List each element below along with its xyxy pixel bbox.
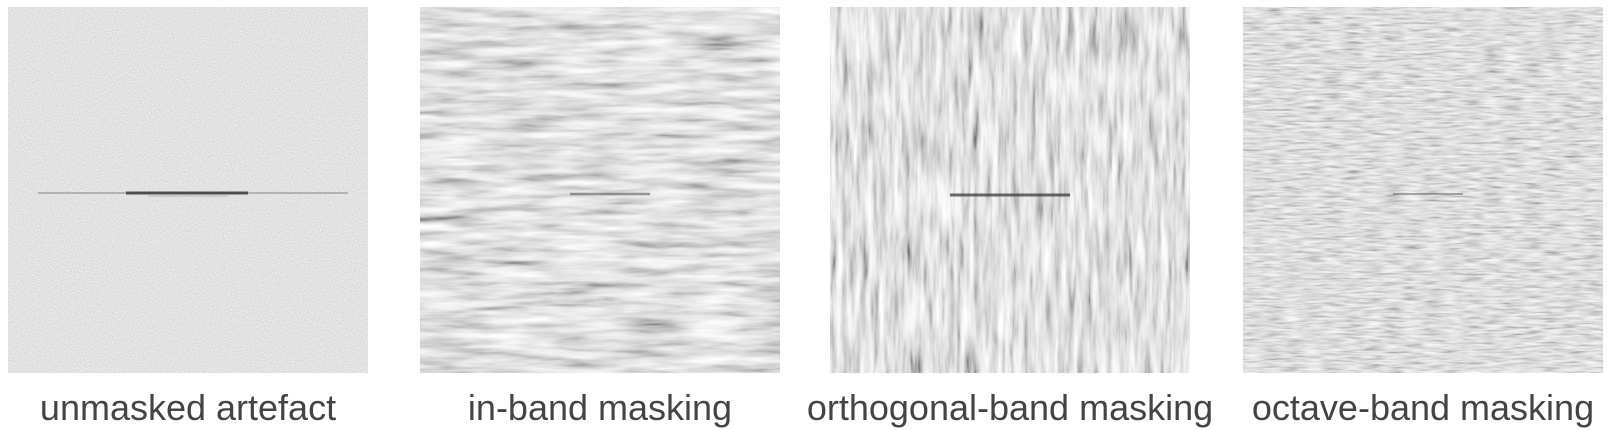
panel-unmasked-artefact: unmasked artefact (8, 7, 368, 428)
orthogonal-band-masking-image (830, 7, 1190, 373)
caption-unmasked-artefact: unmasked artefact (39, 387, 337, 428)
caption-orthogonal-band-masking: orthogonal-band masking (806, 387, 1214, 428)
panel-in-band-masking: in-band masking (420, 7, 780, 428)
in-band-masking-image (420, 7, 780, 373)
unmasked-artefact-image (8, 7, 368, 373)
caption-octave-band-masking: octave-band masking (1251, 387, 1595, 428)
octave-band-masking-image (1243, 7, 1603, 373)
panel-orthogonal-band-masking: orthogonal-band masking (807, 7, 1213, 428)
panel-octave-band-masking: octave-band masking (1243, 7, 1603, 428)
caption-in-band-masking: in-band masking (467, 387, 733, 428)
